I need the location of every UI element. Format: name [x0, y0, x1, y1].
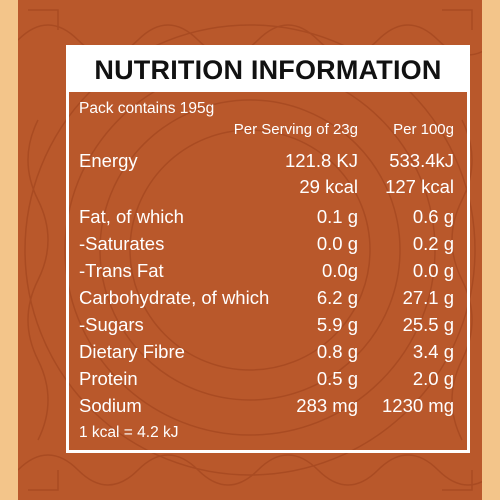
per-100g-value: 1230 mg: [382, 395, 454, 416]
nutrition-label: NUTRITION INFORMATION Pack contains 195g…: [66, 45, 470, 453]
per-serving-value: 0.1 g: [316, 206, 358, 227]
per-serving-value: 6.2 g: [316, 287, 358, 308]
nutrient-name: Sodium: [79, 395, 142, 416]
nutrient-name: Dietary Fibre: [79, 341, 185, 362]
per-100g-value: 533.4kJ: [389, 150, 454, 171]
per-100g-value: 27.1 g: [402, 287, 454, 308]
nutrient-name: Energy: [79, 150, 138, 171]
row-fat: Fat, of which 0.1 g 0.6 g: [69, 206, 467, 232]
per-100g-value: 0.2 g: [412, 233, 454, 254]
column-per-100g: Per 100g: [393, 121, 454, 138]
per-100g-value: 0.0 g: [412, 260, 454, 281]
per-100g-value: 2.0 g: [412, 368, 454, 389]
per-100g-value: 25.5 g: [402, 314, 454, 335]
per-serving-value: 0.5 g: [316, 368, 358, 389]
per-serving-value: 0.8 g: [316, 341, 358, 362]
row-saturates: -Saturates 0.0 g 0.2 g: [69, 233, 467, 259]
pack-contains: Pack contains 195g: [79, 100, 215, 117]
nutrient-name: Carbohydrate, of which: [79, 287, 270, 308]
nutrient-name: -Trans Fat: [79, 260, 164, 281]
nutrient-name: Fat, of which: [79, 206, 184, 227]
row-energy-kj: Energy 121.8 KJ 533.4kJ: [69, 150, 467, 176]
per-serving-value: 0.0g: [321, 260, 358, 281]
per-serving-value: 283 mg: [296, 395, 358, 416]
per-serving-value: 121.8 KJ: [284, 150, 358, 171]
nutrition-title: NUTRITION INFORMATION: [69, 48, 467, 92]
package-panel: NUTRITION INFORMATION Pack contains 195g…: [18, 0, 482, 500]
per-100g-value: 3.4 g: [412, 341, 454, 362]
per-serving-value: 29 kcal: [299, 176, 358, 197]
row-sodium: Sodium 283 mg 1230 mg: [69, 395, 467, 421]
row-energy-kcal: 29 kcal 127 kcal: [69, 176, 467, 202]
row-carbohydrate: Carbohydrate, of which 6.2 g 27.1 g: [69, 287, 467, 313]
nutrient-name: -Saturates: [79, 233, 165, 254]
per-100g-value: 0.6 g: [412, 206, 454, 227]
row-trans-fat: -Trans Fat 0.0g 0.0 g: [69, 260, 467, 286]
per-serving-value: 5.9 g: [316, 314, 358, 335]
row-sugars: -Sugars 5.9 g 25.5 g: [69, 314, 467, 340]
kcal-conversion-note: 1 kcal = 4.2 kJ: [79, 424, 179, 441]
per-100g-value: 127 kcal: [385, 176, 454, 197]
row-protein: Protein 0.5 g 2.0 g: [69, 368, 467, 394]
nutrient-name: -Sugars: [79, 314, 144, 335]
column-per-serving: Per Serving of 23g: [233, 121, 358, 138]
row-dietary-fibre: Dietary Fibre 0.8 g 3.4 g: [69, 341, 467, 367]
nutrient-name: Protein: [79, 368, 138, 389]
per-serving-value: 0.0 g: [316, 233, 358, 254]
